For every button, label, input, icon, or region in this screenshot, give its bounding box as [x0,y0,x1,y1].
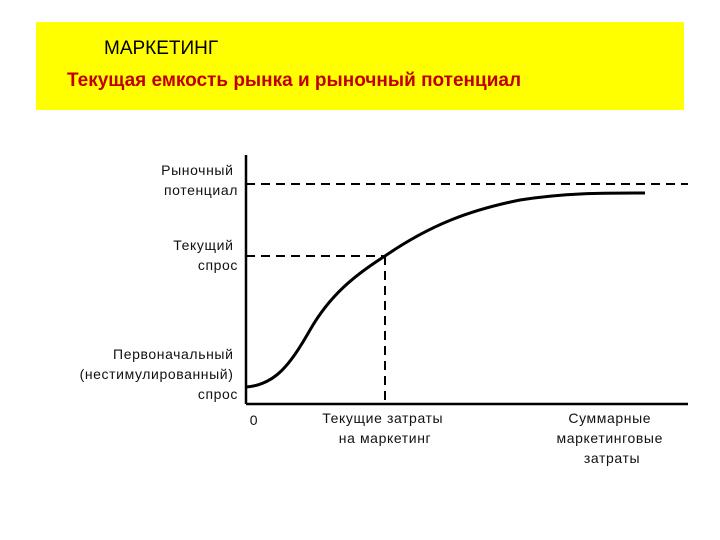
primary-demand-label: Первоначальный (нестимулированный) спрос [80,346,238,402]
header-banner [36,22,684,110]
total-spending-label: Суммарные маркетинговые затраты [557,410,668,466]
demand-curve [245,191,646,389]
market-potential-label: Рыночный потенциал [161,162,238,198]
slide-subtitle: Текущая емкость рынка и рыночный потенци… [67,70,522,91]
slide-title: МАРКЕТИНГ [104,38,219,59]
current-spending-label: Текущие затраты на маркетинг [322,410,447,446]
origin-label: 0 [250,412,258,428]
current-demand-label: Текущий спрос [173,237,238,273]
